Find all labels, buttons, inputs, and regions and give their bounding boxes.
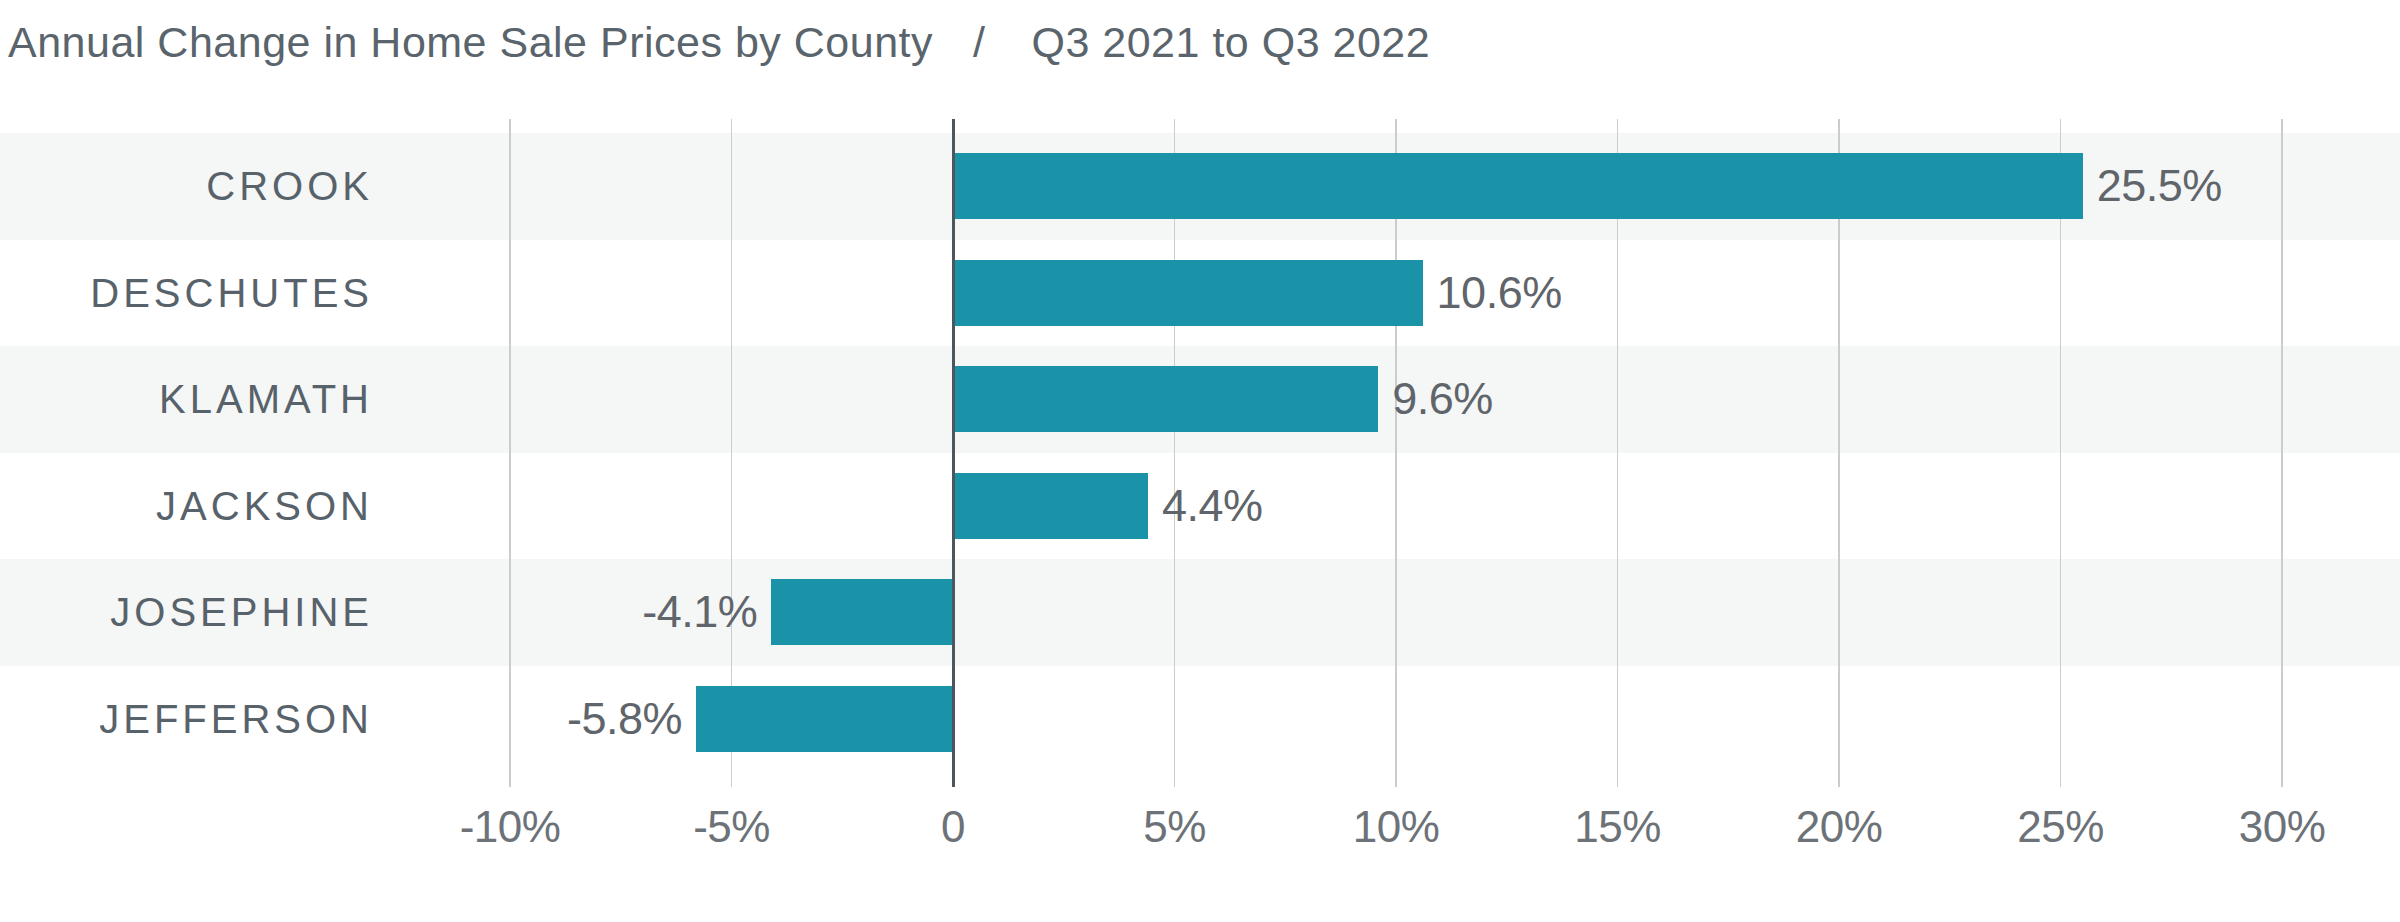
value-label-deschutes: 10.6%	[1437, 269, 1562, 317]
tick-label-30pct: 30%	[2172, 804, 2392, 850]
value-label-jackson: 4.4%	[1162, 482, 1263, 530]
bar-chart: CROOK DESCHUTES KLAMATH JACKSON JOSEPHINE JEF…	[0, 0, 2400, 922]
gridline	[2281, 119, 2283, 787]
tick-label--5pct: -5%	[622, 804, 842, 850]
tick-label-5pct: 5%	[1065, 804, 1285, 850]
bar-crook	[953, 153, 2083, 219]
category-label-deschutes: DESCHUTES	[0, 271, 373, 315]
bar-klamath	[953, 366, 1378, 432]
category-label-jefferson: JEFFERSON	[0, 697, 373, 741]
bar-deschutes	[953, 260, 1423, 326]
bar-josephine	[771, 579, 953, 645]
category-label-klamath: KLAMATH	[0, 377, 373, 421]
value-label-klamath: 9.6%	[1392, 375, 1493, 423]
value-label-josephine: -4.1%	[642, 588, 757, 636]
value-label-crook: 25.5%	[2097, 162, 2222, 210]
zero-axis-line	[952, 119, 955, 787]
gridline	[509, 119, 511, 787]
tick-label-15pct: 15%	[1508, 804, 1728, 850]
category-label-jackson: JACKSON	[0, 484, 373, 528]
chart-page: Annual Change in Home Sale Prices by Cou…	[0, 0, 2400, 922]
tick-label-25pct: 25%	[1951, 804, 2171, 850]
category-label-josephine: JOSEPHINE	[0, 590, 373, 634]
tick-label--10pct: -10%	[400, 804, 620, 850]
bar-jackson	[953, 473, 1148, 539]
bar-jefferson	[696, 686, 953, 752]
category-label-crook: CROOK	[0, 164, 373, 208]
value-label-jefferson: -5.8%	[567, 695, 682, 743]
tick-label-0: 0	[843, 804, 1063, 850]
tick-label-20pct: 20%	[1729, 804, 1949, 850]
tick-label-10pct: 10%	[1286, 804, 1506, 850]
